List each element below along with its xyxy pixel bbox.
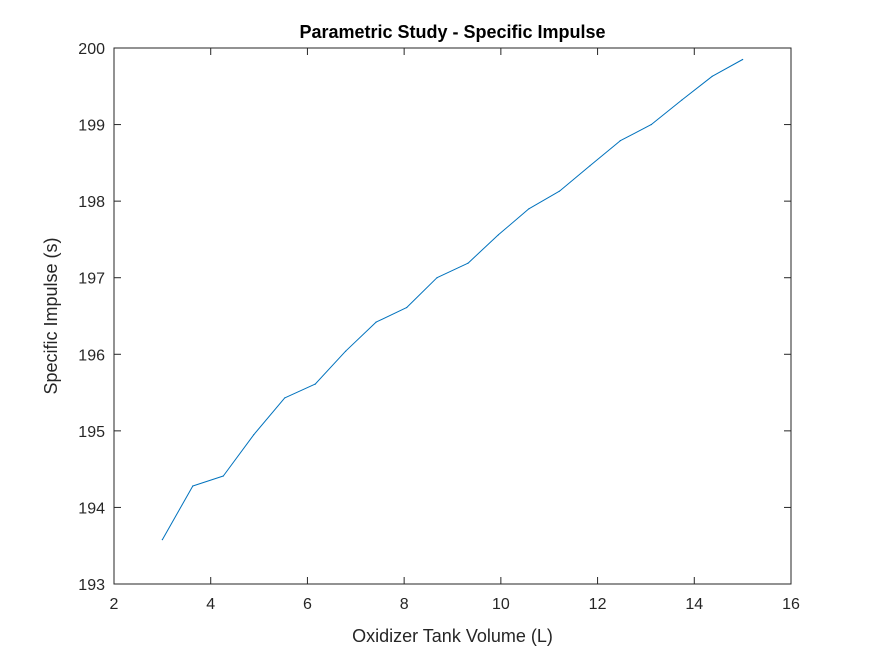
y-tick-label: 197 (78, 271, 105, 288)
data-point (619, 140, 621, 142)
x-tick-label: 8 (400, 596, 409, 613)
y-tick-label: 196 (78, 347, 105, 364)
ticks-layer: 2 4 6 8 10 12 14 16 193 194 195 196 197 198 199 200 (78, 41, 800, 613)
data-point (528, 208, 530, 210)
y-tick-label: 199 (78, 118, 105, 135)
y-tick-label: 195 (78, 424, 105, 441)
data-point (375, 321, 377, 323)
x-tick-label: 4 (206, 596, 215, 613)
data-point (284, 397, 286, 399)
data-point (253, 434, 255, 436)
data-point (314, 383, 316, 385)
chart-title: Parametric Study - Specific Impulse (299, 22, 605, 42)
x-tick-label: 16 (782, 596, 800, 613)
x-tick-label: 10 (492, 596, 510, 613)
x-tick-label: 14 (685, 596, 703, 613)
x-tick-label: 2 (110, 596, 119, 613)
data-point (711, 75, 713, 77)
plot-area (114, 48, 791, 584)
data-point (681, 99, 683, 101)
axes-box (113, 47, 792, 585)
y-tick-label: 194 (78, 500, 105, 517)
series-line (161, 59, 743, 540)
y-tick-label: 200 (78, 41, 105, 58)
data-point (650, 123, 652, 126)
data-point (467, 262, 469, 264)
data-point (161, 538, 163, 541)
y-tick-label: 198 (78, 194, 105, 211)
data-point (192, 485, 194, 487)
data-point (589, 165, 591, 167)
data-point (405, 306, 408, 309)
y-axis-label: Specific Impulse (s) (41, 237, 61, 394)
x-axis-label: Oxidizer Tank Volume (L) (352, 626, 553, 646)
data-point (222, 475, 224, 477)
y-tick-label: 193 (78, 577, 105, 594)
data-point (497, 234, 500, 236)
x-tick-label: 12 (589, 596, 607, 613)
data-point (436, 277, 438, 279)
x-tick-label: 6 (303, 596, 312, 613)
series-layer (161, 58, 744, 541)
data-point (742, 58, 744, 61)
data-point (558, 190, 560, 192)
data-point (345, 350, 347, 352)
